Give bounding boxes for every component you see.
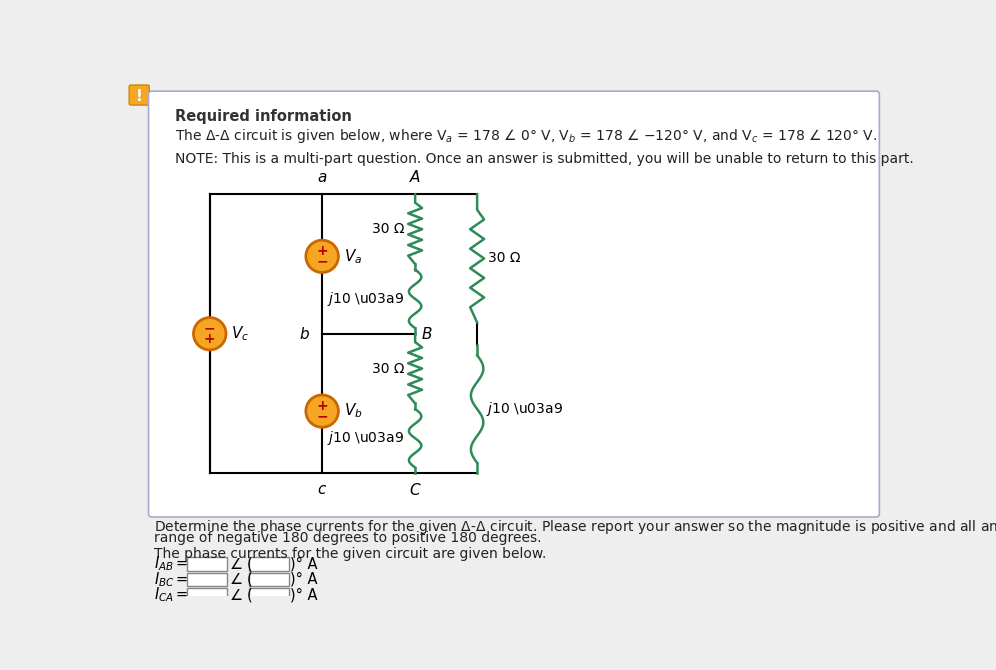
Text: −: −	[204, 322, 215, 336]
FancyBboxPatch shape	[186, 557, 227, 570]
Circle shape	[306, 395, 339, 427]
Text: The $\Delta$-$\Delta$ circuit is given below, where V$_a$ = 178 $\angle$ 0° V, V: The $\Delta$-$\Delta$ circuit is given b…	[175, 127, 877, 145]
Text: The phase currents for the given circuit are given below.: The phase currents for the given circuit…	[154, 547, 547, 561]
Text: $V_a$: $V_a$	[344, 247, 363, 266]
Text: $I_{BC}=$: $I_{BC}=$	[154, 570, 188, 589]
Text: +: +	[317, 244, 328, 258]
Text: +: +	[204, 332, 215, 346]
Text: $B$: $B$	[421, 326, 433, 342]
Text: $j$10 \u03a9: $j$10 \u03a9	[486, 400, 564, 418]
Text: −: −	[317, 409, 328, 423]
Text: )° A: )° A	[291, 588, 318, 602]
Text: NOTE: This is a multi-part question. Once an answer is submitted, you will be un: NOTE: This is a multi-part question. Onc…	[175, 152, 913, 166]
Text: 30 Ω: 30 Ω	[372, 362, 404, 376]
FancyBboxPatch shape	[148, 91, 879, 517]
Text: $V_c$: $V_c$	[231, 324, 250, 343]
Text: $c$: $c$	[317, 482, 328, 497]
Text: $\angle$ (: $\angle$ (	[229, 586, 253, 604]
Text: $b$: $b$	[299, 326, 310, 342]
Circle shape	[193, 318, 226, 350]
Text: !: !	[135, 89, 142, 104]
Text: $j$10 \u03a9: $j$10 \u03a9	[328, 429, 404, 448]
Circle shape	[306, 240, 339, 273]
Text: $\angle$ (: $\angle$ (	[229, 555, 253, 573]
Text: $I_{CA}=$: $I_{CA}=$	[154, 586, 188, 604]
Text: )° A: )° A	[291, 572, 318, 587]
Text: $A$: $A$	[409, 169, 421, 185]
FancyBboxPatch shape	[248, 557, 289, 570]
Text: Determine the phase currents for the given $\Delta$-$\Delta$ circuit. Please rep: Determine the phase currents for the giv…	[154, 518, 996, 536]
Text: $I_{AB}=$: $I_{AB}=$	[154, 555, 188, 574]
Text: range of negative 180 degrees to positive 180 degrees.: range of negative 180 degrees to positiv…	[154, 531, 542, 545]
Text: 30 Ω: 30 Ω	[372, 222, 404, 237]
Text: Required information: Required information	[175, 109, 352, 124]
Text: )° A: )° A	[291, 557, 318, 572]
FancyBboxPatch shape	[248, 588, 289, 601]
FancyBboxPatch shape	[186, 573, 227, 586]
Text: +: +	[317, 399, 328, 413]
Text: $a$: $a$	[317, 170, 328, 185]
Text: $\angle$ (: $\angle$ (	[229, 570, 253, 588]
Text: $C$: $C$	[408, 482, 421, 498]
Text: $j$10 \u03a9: $j$10 \u03a9	[328, 290, 404, 308]
Text: 30 Ω: 30 Ω	[488, 251, 521, 265]
FancyBboxPatch shape	[248, 573, 289, 586]
FancyBboxPatch shape	[186, 588, 227, 601]
Text: −: −	[317, 255, 328, 269]
FancyBboxPatch shape	[129, 85, 149, 105]
Text: $V_b$: $V_b$	[344, 402, 363, 421]
